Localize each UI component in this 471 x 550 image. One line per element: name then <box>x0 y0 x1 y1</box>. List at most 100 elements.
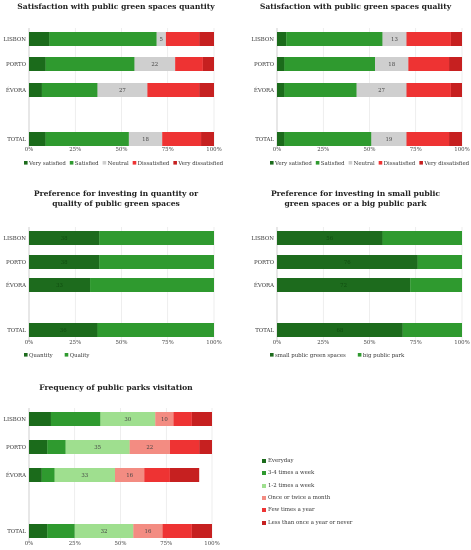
category-label: PORTO <box>6 260 27 266</box>
data-label: 13 <box>391 37 398 43</box>
legend-swatch <box>419 161 423 165</box>
legend-label: big public park <box>363 353 405 359</box>
bar-segment <box>29 255 100 269</box>
legend-label: 1-2 times a week <box>268 482 315 489</box>
data-label: 10 <box>161 417 168 423</box>
bar-segment <box>29 231 100 245</box>
legend-swatch <box>24 353 28 357</box>
x-tick-label: 25% <box>317 147 329 153</box>
data-label: 22 <box>146 445 153 451</box>
bar-segment <box>175 57 203 71</box>
legend-item: Once or twice a month <box>262 492 352 504</box>
bar-segment <box>201 132 214 146</box>
chart-title: Satisfaction with public green spaces qu… <box>259 2 452 11</box>
data-label: 18 <box>388 62 395 68</box>
bar-segment <box>286 32 383 46</box>
data-label: 16 <box>145 529 152 535</box>
x-tick-label: 75% <box>162 147 174 153</box>
bar-segment <box>29 323 98 337</box>
bar-segment <box>199 440 212 454</box>
data-label: 72 <box>340 283 347 289</box>
legend-swatch <box>262 508 266 513</box>
bar-segment <box>99 231 214 245</box>
chart-title: Satisfaction with public green spaces qu… <box>17 2 215 11</box>
legend-label: Dissatisfied <box>138 161 170 167</box>
data-label: 27 <box>378 88 385 94</box>
x-tick-label: 0% <box>25 340 34 346</box>
bar-segment <box>162 524 192 538</box>
bar-segment <box>449 132 462 146</box>
x-tick-label: 0% <box>25 147 34 153</box>
data-label: 5 <box>160 37 164 43</box>
category-label: PORTO <box>254 260 275 266</box>
bar-segment <box>97 323 214 337</box>
bar-segment <box>202 57 214 71</box>
legend-label: 3-4 times a week <box>268 470 315 477</box>
legend-swatch <box>262 483 266 488</box>
legend-label: Very dissatisfied <box>423 161 469 167</box>
quantity-satisfaction-panel: Satisfaction with public green spaces qu… <box>0 0 232 168</box>
bar-segment <box>29 57 46 71</box>
data-label: 30 <box>124 417 131 423</box>
bar-segment <box>162 132 202 146</box>
bar-segment <box>284 83 357 97</box>
bar-segment <box>29 524 48 538</box>
category-label: LISBON <box>251 236 274 242</box>
x-tick-label: 100% <box>454 147 469 153</box>
bar-segment <box>277 83 285 97</box>
legend-label: Very satisfied <box>274 161 312 167</box>
bar-segment <box>277 57 285 71</box>
legend-label: Dissatisfied <box>384 161 416 167</box>
bar-segment <box>284 57 376 71</box>
bar-segment <box>147 83 200 97</box>
legend-swatch <box>132 161 137 165</box>
x-tick-label: 50% <box>116 147 128 153</box>
data-label: 36 <box>60 328 67 334</box>
legend-item: Everyday <box>262 455 352 467</box>
bar-segment <box>47 524 75 538</box>
visitation-frequency-panel: Frequency of public parks visitation 0% 2… <box>0 378 471 550</box>
bar-segment <box>406 132 450 146</box>
legend-swatch <box>357 353 362 357</box>
bar-segment <box>173 412 192 426</box>
x-tick-label: 0% <box>273 340 282 346</box>
small-vs-big-chart: 0% 25% 50% 75% 100% LISBON 56 PORTO 76 ÉVORA 72 TOT… <box>251 227 470 359</box>
bar-segment <box>165 32 200 46</box>
x-tick-label: 50% <box>364 340 376 346</box>
bar-segment <box>97 83 148 97</box>
bar-segment <box>134 57 176 71</box>
data-label: 33 <box>81 473 88 479</box>
bar-segment <box>371 132 407 146</box>
bar-segment <box>277 231 383 245</box>
x-tick-label: 100% <box>206 147 221 153</box>
bar-segment <box>277 132 285 146</box>
category-label: TOTAL <box>255 137 274 143</box>
bar-segment <box>29 132 46 146</box>
legend-swatch <box>69 161 74 165</box>
bar-segment <box>133 524 163 538</box>
category-label: TOTAL <box>7 137 26 143</box>
bar-segment <box>382 32 407 46</box>
bar-segment <box>450 83 462 97</box>
x-tick-label: 25% <box>317 340 329 346</box>
bar-segment <box>90 278 214 292</box>
x-tick-label: 0% <box>25 541 34 547</box>
bar-segment <box>408 57 450 71</box>
data-label: 38 <box>61 236 68 242</box>
bar-segment <box>45 132 129 146</box>
bar-segment <box>29 468 42 482</box>
bar-segment <box>199 83 214 97</box>
quality-satisfaction-panel: Satisfaction with public green spaces qu… <box>240 0 471 168</box>
bar-segment <box>29 440 48 454</box>
x-tick-label: 75% <box>410 147 422 153</box>
bar-segment <box>41 83 98 97</box>
bar-segment <box>199 32 214 46</box>
legend-swatch <box>102 161 107 165</box>
x-tick-label: 25% <box>69 541 81 547</box>
bar-segment <box>450 32 462 46</box>
data-label: 27 <box>119 88 126 94</box>
category-label: PORTO <box>6 62 27 68</box>
legend-swatch <box>262 459 266 464</box>
legend-item: 1-2 times a week <box>262 480 352 492</box>
data-label: 32 <box>101 529 108 535</box>
